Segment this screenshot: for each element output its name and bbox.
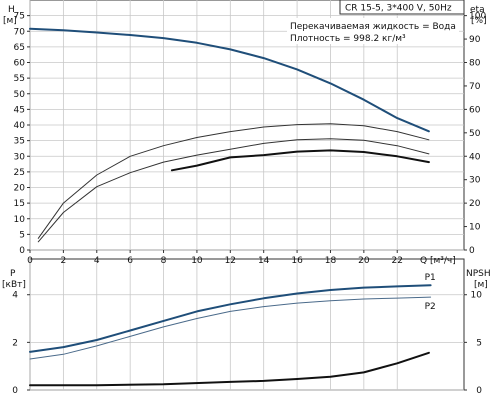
bottom-right-axis-label-line-1: NPSH [466, 269, 491, 279]
top-series [29, 27, 430, 243]
top-left-tick-label: 45 [14, 105, 25, 115]
x-tick-label: 2 [61, 256, 67, 266]
bottom-right-tick-label: 5 [476, 338, 482, 348]
x-tick-label: 18 [325, 256, 337, 266]
top-left-tick-label: 40 [14, 121, 26, 131]
bottom-left-tick-label: 2 [12, 338, 18, 348]
x-tick-label: 20 [358, 256, 370, 266]
top-right-tick-label: 40 [469, 152, 481, 162]
top-left-tick-label: 65 [14, 43, 25, 53]
bottom-right-axis-label-line-2: [м] [474, 280, 488, 290]
top-left-tick-label: 75 [14, 12, 25, 22]
bottom-series-line-3 [29, 351, 430, 387]
bottom-series-line-2 [29, 296, 432, 360]
series-label-p2: P2 [425, 302, 436, 312]
top-series-line-3 [170, 149, 430, 172]
top-right-tick-label: 30 [469, 176, 481, 186]
top-series-line-1 [29, 27, 430, 133]
top-right-tick-label: 0 [469, 246, 475, 256]
top-left-tick-label: 25 [14, 168, 25, 178]
top-right-axis-label-line-2: [%] [471, 16, 487, 26]
model-label: CR 15-5, 3*400 V, 50Hz [345, 4, 452, 14]
top-left-axis-label-line-1: H [8, 5, 15, 15]
bottom-series-line-1 [29, 284, 432, 353]
series-label-p1: P1 [425, 273, 436, 283]
model-label-box [339, 0, 465, 15]
bottom-left-tick-label: 0 [12, 386, 18, 396]
top-series-line-4 [37, 138, 430, 243]
top-right-axis-label-line-1: eta [470, 5, 485, 15]
bottom-left-axis-label-line-1: P [10, 269, 16, 279]
x-tick-label: 14 [258, 256, 270, 266]
top-left-tick-label: 10 [14, 215, 26, 225]
fluid-density-line: Плотность = 998.2 кг/м³ [290, 34, 406, 44]
x-tick-label: 6 [127, 256, 133, 266]
top-left-tick-label: 70 [14, 27, 26, 37]
fluid-info-box [287, 18, 459, 44]
top-tick-labels: 0510152025303540455055606570750102030405… [14, 12, 487, 266]
x-tick-label: 10 [191, 256, 203, 266]
x-tick-label: 4 [94, 256, 100, 266]
x-tick-label: 8 [161, 256, 167, 266]
top-right-tick-label: 10 [469, 223, 481, 233]
bottom-grid [29, 259, 464, 391]
bottom-series: P1 P2 [29, 273, 436, 387]
x-tick-label: 12 [225, 256, 236, 266]
bottom-plot-frame [29, 258, 465, 391]
bottom-left-tick-label: 4 [12, 291, 18, 301]
top-right-tick-label: 90 [469, 35, 481, 45]
top-series-line-2 [37, 123, 430, 239]
top-left-axis-label-line-2: [м] [3, 16, 17, 26]
x-tick-label: 0 [27, 256, 33, 266]
x-tick-label: 16 [291, 256, 303, 266]
top-left-tick-label: 55 [14, 74, 25, 84]
top-right-tick-label: 70 [469, 82, 481, 92]
top-left-tick-label: 50 [14, 90, 26, 100]
top-left-tick-label: 30 [14, 152, 26, 162]
bottom-left-axis-label-line-2: [кВт] [2, 280, 26, 290]
top-right-tick-label: 50 [469, 129, 481, 139]
top-right-tick-label: 80 [469, 59, 481, 69]
bottom-tick-labels: 0 2 4 0 5 10 [12, 291, 482, 396]
top-left-tick-label: 20 [14, 184, 26, 194]
bottom-right-tick-label: 10 [471, 291, 483, 301]
fluid-liquid-line: Перекачиваемая жидкость = Вода [290, 22, 456, 32]
top-left-tick-label: 0 [19, 246, 25, 256]
top-left-tick-label: 60 [14, 59, 26, 69]
top-right-tick-label: 100 [469, 12, 486, 22]
top-left-tick-label: 15 [14, 199, 25, 209]
top-left-tick-label: 5 [19, 230, 25, 240]
top-right-tick-label: 60 [469, 105, 481, 115]
bottom-right-tick-label: 0 [476, 386, 482, 396]
top-left-tick-label: 35 [14, 137, 25, 147]
x-tick-label: 22 [392, 256, 403, 266]
x-axis-label: Q [м³/ч] [420, 256, 456, 266]
top-right-tick-label: 20 [469, 199, 481, 209]
